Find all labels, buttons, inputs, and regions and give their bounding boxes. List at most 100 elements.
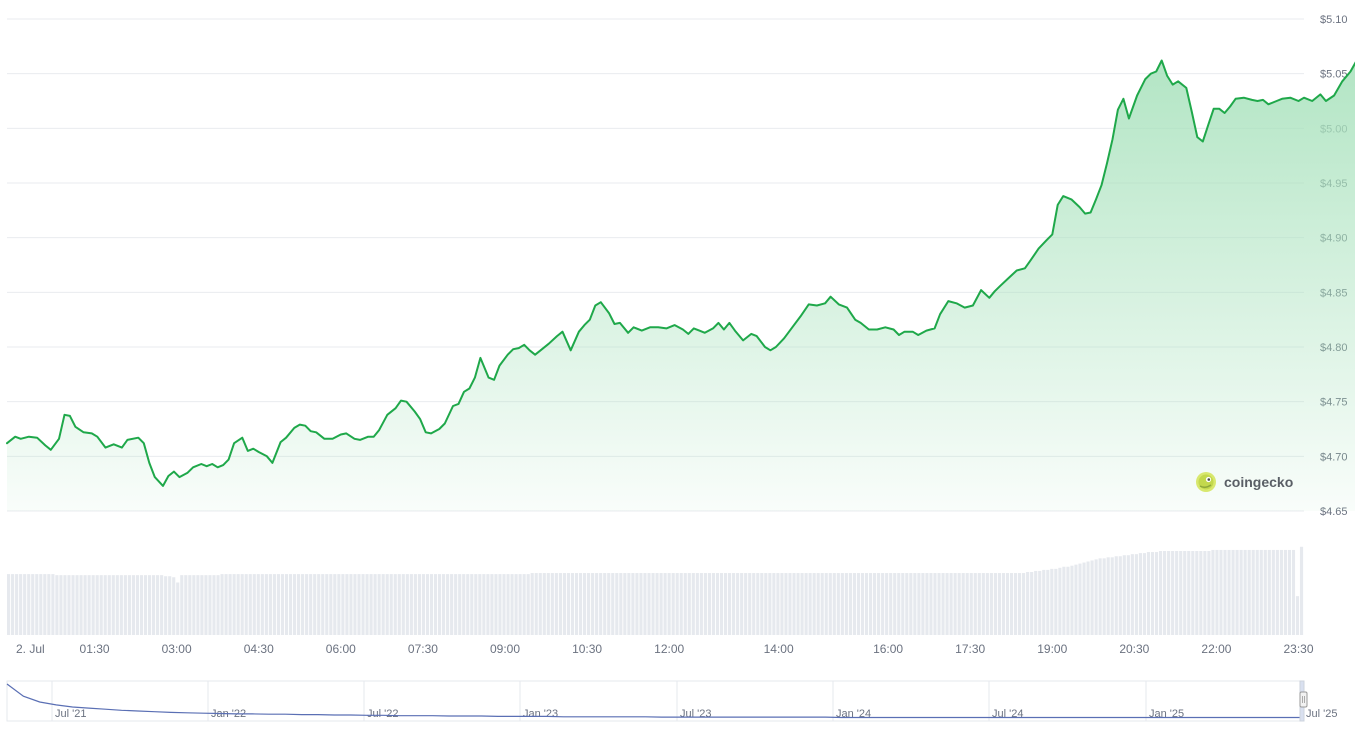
volume-bar <box>297 574 301 635</box>
navigator-tick-label: Jan '25 <box>1149 708 1184 720</box>
time-tick-label: 14:00 <box>764 642 794 656</box>
volume-bar <box>732 573 736 635</box>
volume-bar <box>949 573 953 635</box>
volume-bar <box>385 574 389 635</box>
navigator-track[interactable] <box>6 680 1305 722</box>
volume-bar <box>578 573 583 635</box>
volume-bar <box>123 575 127 635</box>
volume-bar <box>1138 553 1142 635</box>
volume-bar <box>764 573 768 635</box>
volume-bar <box>160 575 164 635</box>
volume-bar <box>405 574 409 635</box>
volume-bar <box>421 574 426 635</box>
volume-bar <box>591 573 595 635</box>
time-tick-label: 07:30 <box>408 642 438 656</box>
volume-bar <box>107 575 111 635</box>
volume-bar <box>679 573 683 635</box>
volume-bar <box>566 573 571 635</box>
volume-bar <box>1038 570 1042 635</box>
volume-bar <box>510 574 514 635</box>
volume-bar <box>933 573 937 635</box>
volume-bar <box>1150 552 1155 635</box>
volume-bar <box>1227 549 1231 635</box>
volume-bar <box>1183 551 1187 635</box>
range-navigator[interactable]: Jul '21 Jan '22 Jul '22 Jan '23 Jul '23 Jan '… <box>6 680 1337 722</box>
volume-bar <box>1058 567 1062 635</box>
time-tick-label: 12:00 <box>654 642 684 656</box>
volume-bar <box>687 573 691 635</box>
volume-bar <box>292 574 297 635</box>
volume-bar <box>1175 551 1179 635</box>
volume-bar <box>180 575 184 635</box>
volume-bar <box>1146 552 1151 635</box>
volume-bar <box>43 574 47 635</box>
volume-bar <box>337 574 341 635</box>
volume-bar <box>977 573 981 635</box>
volume-bar <box>868 573 873 635</box>
volume-bar <box>792 573 796 635</box>
volume-bar <box>760 573 764 635</box>
volume-bar <box>377 574 381 635</box>
volume-bar <box>1118 556 1122 635</box>
volume-bar <box>1191 551 1195 635</box>
volume-bar <box>1279 549 1283 635</box>
volume-bar <box>1195 551 1199 635</box>
navigator-tick-label: Jul '21 <box>55 708 86 720</box>
gecko-logo-icon <box>1196 472 1216 492</box>
volume-bar <box>401 574 405 635</box>
volume-bar <box>7 574 11 635</box>
volume-bar <box>905 573 909 635</box>
volume-bar <box>1001 573 1006 635</box>
volume-bar <box>1287 549 1292 635</box>
volume-bar <box>373 574 377 635</box>
volume-bar <box>1142 553 1147 635</box>
volume-bar <box>474 574 478 635</box>
volume-bar <box>937 573 941 635</box>
time-tick-label: 22:00 <box>1201 642 1231 656</box>
volume-bar <box>969 573 973 635</box>
volume-bar <box>1130 554 1134 635</box>
volume-bar <box>1259 549 1263 635</box>
volume-bar <box>79 575 83 635</box>
volume-bar <box>425 574 430 635</box>
volume-bar <box>1046 569 1050 635</box>
navigator-tick-label: Jul '25 <box>1306 708 1337 720</box>
volume-bar <box>542 573 546 635</box>
volume-bar <box>115 575 119 635</box>
volume-bar <box>216 575 220 635</box>
volume-bar <box>1134 554 1138 635</box>
volume-bar <box>619 573 623 635</box>
volume-bar <box>172 577 176 635</box>
volume-bar <box>1106 557 1110 635</box>
volume-bar <box>691 573 695 635</box>
volume-bar <box>1275 549 1279 635</box>
volume-bar <box>152 575 156 635</box>
volume-bar <box>1122 555 1126 635</box>
volume-bar <box>522 574 526 635</box>
volume-bar <box>99 575 103 635</box>
navigator-handle[interactable] <box>1299 691 1308 708</box>
time-axis: 2. Jul 01:30 03:00 04:30 06:00 07:30 09:00 10:3… <box>16 642 1314 656</box>
volume-bar <box>1215 549 1219 635</box>
volume-bar <box>538 573 542 635</box>
volume-bar <box>119 575 123 635</box>
volume-bar <box>881 573 885 635</box>
volume-bar <box>55 575 59 635</box>
volume-bar <box>756 573 760 635</box>
volume-bar <box>1207 551 1211 635</box>
volume-bar <box>719 573 724 635</box>
volume-bar <box>1066 566 1070 635</box>
volume-bar <box>546 573 550 635</box>
volume-bar <box>836 573 840 635</box>
volume-bar <box>683 573 687 635</box>
volume-bar <box>1022 573 1026 635</box>
volume-bar <box>997 573 1002 635</box>
volume-bar <box>961 573 965 635</box>
volume-bar <box>1171 551 1175 635</box>
volume-bar <box>1018 573 1022 635</box>
volume-bar <box>212 575 216 635</box>
volume-bar <box>864 573 869 635</box>
volume-bar <box>1283 549 1287 635</box>
volume-bar <box>357 574 361 635</box>
volume-bar <box>127 575 131 635</box>
